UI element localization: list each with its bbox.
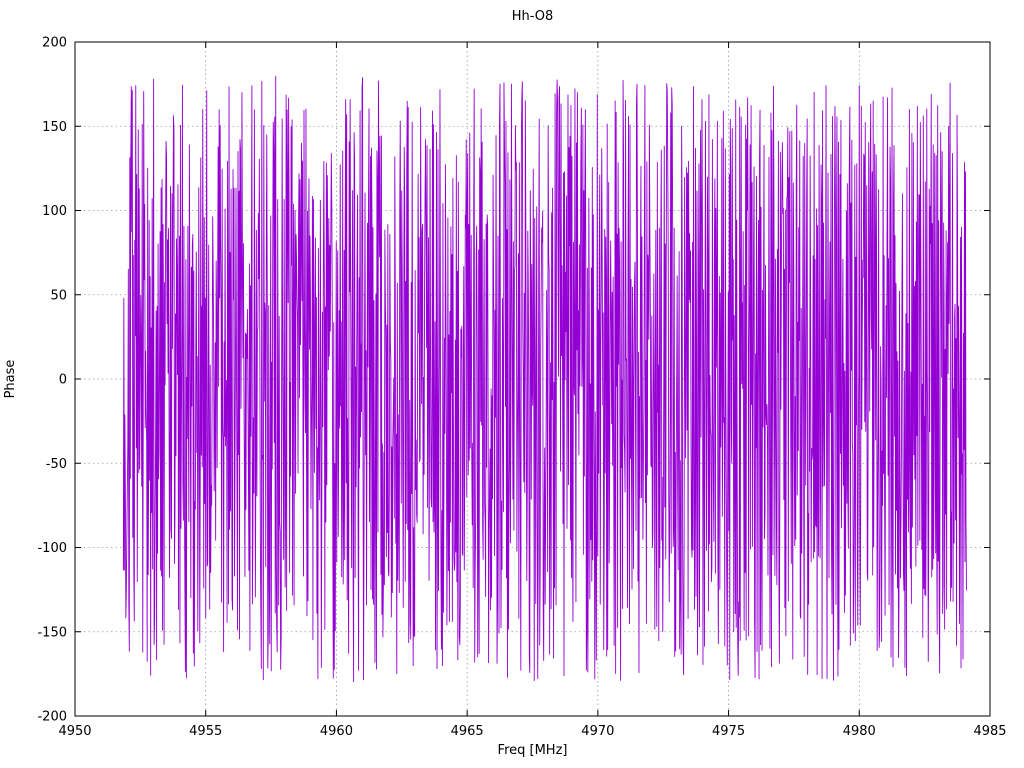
plot-frame xyxy=(74,41,991,717)
x-tick-labels: 4950 4955 4960 4965 4970 4975 4980 4985 xyxy=(58,724,1006,739)
x-tick-label: 4955 xyxy=(189,724,222,739)
x-tick-label: 4950 xyxy=(58,724,91,739)
y-tick-label: 0 xyxy=(59,373,67,388)
x-axis-label: Freq [MHz] xyxy=(498,743,568,758)
x-tick-label: 4975 xyxy=(712,724,745,739)
phase-series-line xyxy=(122,75,967,683)
y-tick-label: 50 xyxy=(50,288,67,303)
y-tick-label: -100 xyxy=(37,541,67,556)
y-tick-label: 150 xyxy=(42,120,67,135)
y-tick-label: 100 xyxy=(42,204,67,219)
chart-title: Hh-O8 xyxy=(512,9,554,24)
y-tick-label: -150 xyxy=(37,625,67,640)
y-axis-label: Phase xyxy=(3,360,18,399)
y-tick-labels: -200 -150 -100 -50 0 50 100 150 200 xyxy=(37,36,67,725)
y-tick-label: -200 xyxy=(37,710,67,725)
x-tick-label: 4980 xyxy=(843,724,876,739)
x-tick-label: 4970 xyxy=(581,724,614,739)
y-tick-label: -50 xyxy=(46,457,67,472)
x-tick-label: 4965 xyxy=(451,724,484,739)
x-tick-label: 4985 xyxy=(973,724,1006,739)
y-tick-label: 200 xyxy=(42,36,67,51)
x-tick-label: 4960 xyxy=(320,724,353,739)
